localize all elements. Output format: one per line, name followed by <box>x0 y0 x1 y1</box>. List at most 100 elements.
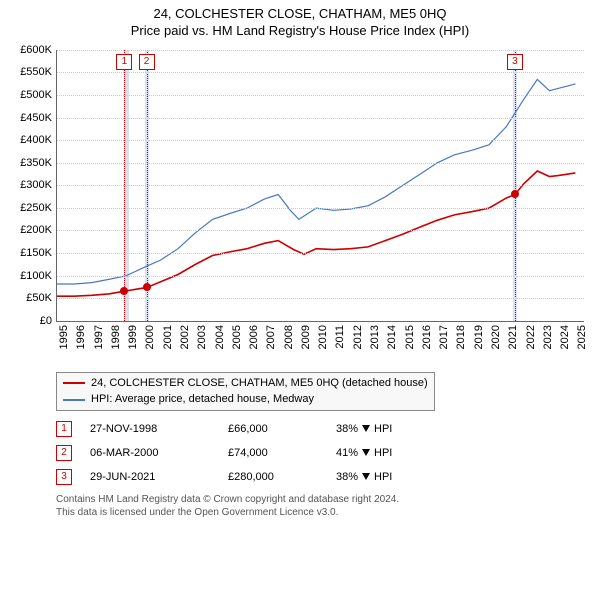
legend-row: HPI: Average price, detached house, Medw… <box>63 391 428 408</box>
sale-marker-box: 3 <box>507 54 523 70</box>
y-axis-label: £350K <box>6 157 52 169</box>
x-axis-label: 2003 <box>196 325 208 349</box>
pct-value: 41% <box>336 447 358 459</box>
chart-title: 24, COLCHESTER CLOSE, CHATHAM, ME5 0HQ <box>6 6 594 23</box>
x-axis-label: 2019 <box>473 325 485 349</box>
x-axis-label: 2006 <box>248 325 260 349</box>
x-axis-label: 2016 <box>421 325 433 349</box>
x-axis-label: 1998 <box>110 325 122 349</box>
y-axis-label: £500K <box>6 89 52 101</box>
gridline <box>57 118 584 119</box>
x-axis-label: 2005 <box>231 325 243 349</box>
footnote-line: Contains HM Land Registry data © Crown c… <box>56 493 594 506</box>
pct-suffix: HPI <box>374 423 392 435</box>
footnote: Contains HM Land Registry data © Crown c… <box>56 493 594 519</box>
x-axis-label: 2001 <box>162 325 174 349</box>
x-axis-label: 2000 <box>144 325 156 349</box>
sales-row-price: £280,000 <box>228 471 318 483</box>
sales-row-pct: 38% HPI <box>336 471 426 483</box>
x-axis-label: 1997 <box>93 325 105 349</box>
x-axis-label: 1996 <box>75 325 87 349</box>
gridline <box>57 95 584 96</box>
gridline <box>57 72 584 73</box>
gridline <box>57 253 584 254</box>
y-axis-label: £400K <box>6 134 52 146</box>
sale-marker-box: 2 <box>139 54 155 70</box>
y-axis-label: £100K <box>6 270 52 282</box>
x-axis-label: 2008 <box>283 325 295 349</box>
arrow-down-icon <box>362 425 370 432</box>
sales-row: 1 27-NOV-1998 £66,000 38% HPI <box>56 421 594 437</box>
x-axis-label: 2017 <box>438 325 450 349</box>
pct-value: 38% <box>336 471 358 483</box>
x-axis-label: 1995 <box>58 325 70 349</box>
x-axis-label: 2009 <box>300 325 312 349</box>
chart-area: 123 £0£50K£100K£150K£200K£250K£300K£350K… <box>6 46 594 366</box>
y-axis-label: £0 <box>6 315 52 327</box>
x-axis-label: 2021 <box>507 325 519 349</box>
sales-row: 2 06-MAR-2000 £74,000 41% HPI <box>56 445 594 461</box>
x-axis-label: 1999 <box>127 325 139 349</box>
x-axis-label: 2007 <box>265 325 277 349</box>
arrow-down-icon <box>362 449 370 456</box>
y-axis-label: £550K <box>6 66 52 78</box>
sales-table: 1 27-NOV-1998 £66,000 38% HPI 2 06-MAR-2000 £74… <box>56 421 594 485</box>
y-axis-label: £300K <box>6 179 52 191</box>
plot-region: 12 3 <box>56 50 584 322</box>
sales-row-date: 29-JUN-2021 <box>90 471 210 483</box>
gridline <box>57 230 584 231</box>
x-axis-label: 2010 <box>317 325 329 349</box>
legend-box: 24, COLCHESTER CLOSE, CHATHAM, ME5 0HQ (… <box>56 372 435 411</box>
gridline <box>57 276 584 277</box>
pct-suffix: HPI <box>374 471 392 483</box>
legend-swatch <box>63 399 85 401</box>
gridline <box>57 140 584 141</box>
gridline <box>57 163 584 164</box>
gridline <box>57 208 584 209</box>
x-axis-label: 2004 <box>214 325 226 349</box>
x-axis-label: 2012 <box>352 325 364 349</box>
sales-row-marker: 3 <box>56 469 72 485</box>
x-axis-label: 2011 <box>334 325 346 349</box>
sales-row-date: 27-NOV-1998 <box>90 423 210 435</box>
y-axis-label: £450K <box>6 112 52 124</box>
legend-label: 24, COLCHESTER CLOSE, CHATHAM, ME5 0HQ (… <box>91 375 428 392</box>
sales-row-price: £74,000 <box>228 447 318 459</box>
x-axis-label: 2025 <box>576 325 588 349</box>
gridline <box>57 298 584 299</box>
y-axis-label: £150K <box>6 247 52 259</box>
sales-row-pct: 41% HPI <box>336 447 426 459</box>
footnote-line: This data is licensed under the Open Gov… <box>56 506 594 519</box>
sale-marker-dot <box>143 283 151 291</box>
y-axis-label: £50K <box>6 292 52 304</box>
sales-row-date: 06-MAR-2000 <box>90 447 210 459</box>
pct-value: 38% <box>336 423 358 435</box>
sales-row-price: £66,000 <box>228 423 318 435</box>
x-axis-label: 2023 <box>542 325 554 349</box>
x-axis-label: 2002 <box>179 325 191 349</box>
arrow-down-icon <box>362 473 370 480</box>
series-price_paid <box>57 171 575 296</box>
page-root: 24, COLCHESTER CLOSE, CHATHAM, ME5 0HQ P… <box>0 0 600 590</box>
sales-row: 3 29-JUN-2021 £280,000 38% HPI <box>56 469 594 485</box>
y-axis-label: £200K <box>6 224 52 236</box>
sales-row-marker: 1 <box>56 421 72 437</box>
x-axis-label: 2020 <box>490 325 502 349</box>
chart-subtitle: Price paid vs. HM Land Registry's House … <box>6 23 594 40</box>
y-axis-label: £600K <box>6 44 52 56</box>
pct-suffix: HPI <box>374 447 392 459</box>
legend-swatch <box>63 382 85 384</box>
gridline <box>57 50 584 51</box>
gridline <box>57 185 584 186</box>
x-axis-label: 2013 <box>369 325 381 349</box>
sale-marker-dot <box>120 287 128 295</box>
sale-marker-dot <box>511 190 519 198</box>
sales-row-marker: 2 <box>56 445 72 461</box>
x-axis-label: 2024 <box>559 325 571 349</box>
x-axis-label: 2015 <box>404 325 416 349</box>
sale-marker-box: 1 <box>116 54 132 70</box>
x-axis-label: 2014 <box>386 325 398 349</box>
legend-label: HPI: Average price, detached house, Medw… <box>91 391 314 408</box>
sales-row-pct: 38% HPI <box>336 423 426 435</box>
legend-row: 24, COLCHESTER CLOSE, CHATHAM, ME5 0HQ (… <box>63 375 428 392</box>
